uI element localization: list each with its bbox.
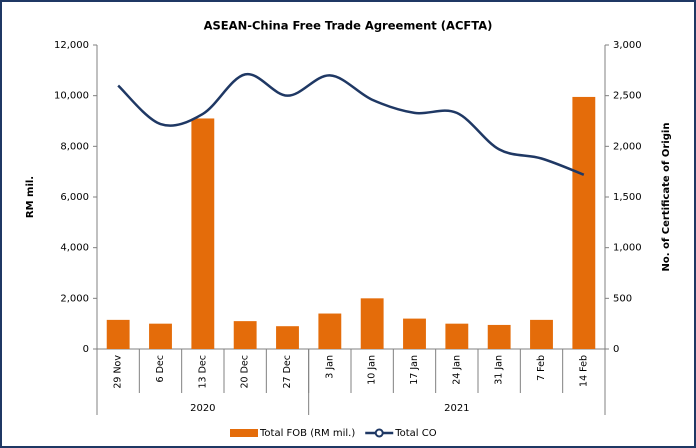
bar xyxy=(487,324,511,349)
legend-label: Total FOB (RM mil.) xyxy=(259,428,355,439)
y2-tick-label: 3,000 xyxy=(613,40,642,51)
legend-marker xyxy=(374,428,384,438)
x-tick-label: 10 Jan xyxy=(367,355,378,385)
bar xyxy=(106,319,130,349)
y2-tick-label: 0 xyxy=(613,344,619,355)
y-tick-label: 0 xyxy=(83,344,89,355)
legend-label: Total CO xyxy=(394,428,437,439)
chart-title: ASEAN-China Free Trade Agreement (ACFTA) xyxy=(204,19,493,33)
x-tick-label: 14 Feb xyxy=(578,355,589,387)
y2-tick-label: 500 xyxy=(613,293,632,304)
x-tick-label: 3 Jan xyxy=(324,355,335,379)
bar xyxy=(530,319,553,349)
y-tick-label: 12,000 xyxy=(54,40,89,51)
x-tick-label: 31 Jan xyxy=(494,355,505,385)
bar xyxy=(403,318,426,349)
legend-swatch xyxy=(230,429,258,437)
x-tick-label: 27 Dec xyxy=(282,355,293,389)
x-tick-label: 7 Feb xyxy=(536,355,547,381)
bar xyxy=(572,96,596,349)
x-tick-label: 17 Jan xyxy=(409,355,420,385)
y2-tick-label: 2,500 xyxy=(613,91,642,102)
bar xyxy=(191,118,215,349)
x-tick-label: 13 Dec xyxy=(197,355,208,389)
y2-tick-label: 2,000 xyxy=(613,141,642,152)
y-tick-label: 4,000 xyxy=(60,243,89,254)
y-axis-title: RM mil. xyxy=(25,176,36,218)
bar xyxy=(233,321,257,349)
bar xyxy=(360,298,384,349)
x-tick-label: 6 Dec xyxy=(155,355,166,382)
y2-tick-label: 1,000 xyxy=(613,243,642,254)
y-tick-label: 6,000 xyxy=(60,192,89,203)
line xyxy=(117,73,585,176)
y2-tick-label: 1,500 xyxy=(613,192,642,203)
y-tick-label: 10,000 xyxy=(54,91,89,102)
y2-axis-title: No. of Certificate of Origin xyxy=(661,123,672,272)
x-tick-label: 29 Nov xyxy=(113,355,124,389)
bar xyxy=(149,323,172,349)
group-label: 2020 xyxy=(190,403,215,414)
x-tick-label: 24 Jan xyxy=(451,355,462,385)
group-label: 2021 xyxy=(444,403,469,414)
bar xyxy=(445,323,469,349)
y-tick-label: 2,000 xyxy=(60,293,89,304)
x-tick-label: 20 Dec xyxy=(240,355,251,389)
bar xyxy=(276,326,299,349)
y-tick-label: 8,000 xyxy=(60,141,89,152)
bar xyxy=(318,313,342,349)
